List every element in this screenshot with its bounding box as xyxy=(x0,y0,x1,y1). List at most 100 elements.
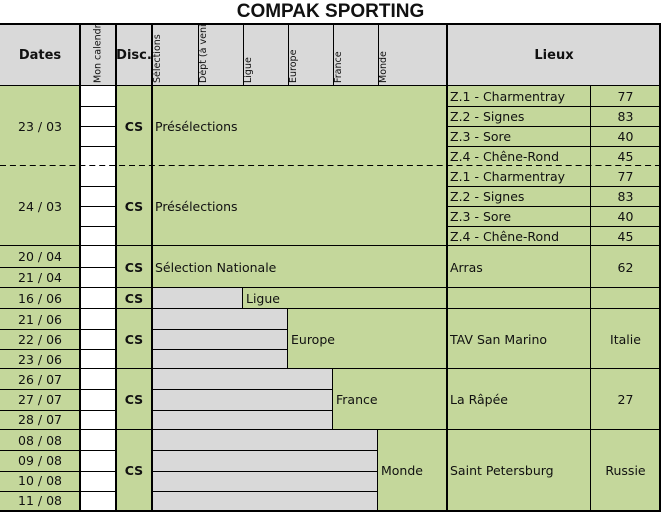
venue-name: Z.3 - Sore xyxy=(447,206,590,226)
venue-code: 83 xyxy=(590,186,661,206)
venue-name: Z.2 - Signes xyxy=(447,186,590,206)
grid-line xyxy=(0,329,80,330)
grid-line xyxy=(115,86,117,166)
grid-line xyxy=(79,369,81,430)
venue-code: 77 xyxy=(590,86,661,106)
grid-line xyxy=(378,24,379,86)
venue-code: 27 xyxy=(590,369,661,430)
venue-code: 45 xyxy=(590,226,661,246)
venue-name: TAV San Marino xyxy=(447,309,590,369)
grid-line xyxy=(79,309,81,369)
calendar-cell[interactable] xyxy=(80,430,116,451)
grid-line xyxy=(447,106,660,107)
grid-line xyxy=(659,309,661,369)
grid-line xyxy=(80,106,116,107)
level-filler xyxy=(152,470,378,491)
date-cell: 21 / 04 xyxy=(0,267,80,288)
venue-name: Z.3 - Sore xyxy=(447,126,590,146)
calendar-cell[interactable] xyxy=(80,349,116,369)
discipline-cell: CS xyxy=(116,288,152,309)
grid-line xyxy=(79,288,81,309)
date-cell: 10 / 08 xyxy=(0,470,80,491)
grid-line xyxy=(288,24,289,86)
grid-line xyxy=(80,490,116,492)
calendar-cell[interactable] xyxy=(80,490,116,511)
header-calendar: Mon calendrier xyxy=(80,24,116,86)
header-level-1: Dépt (à venir) xyxy=(198,24,243,86)
calendar-cell[interactable] xyxy=(80,329,116,349)
calendar-cell[interactable] xyxy=(80,146,116,166)
grid-line xyxy=(0,267,80,268)
grid-line xyxy=(446,288,448,309)
date-cell: 16 / 06 xyxy=(0,288,80,309)
date-cell: 08 / 08 xyxy=(0,430,80,451)
level-filler xyxy=(152,430,378,451)
grid-line xyxy=(659,288,661,309)
discipline-cell: CS xyxy=(116,309,152,369)
grid-line xyxy=(659,166,661,246)
grid-line xyxy=(151,309,153,369)
grid-line xyxy=(80,450,116,452)
grid-line xyxy=(659,246,661,288)
calendar-cell[interactable] xyxy=(80,186,116,206)
event-label: Sélection Nationale xyxy=(152,246,447,288)
calendar-cell[interactable] xyxy=(80,246,116,267)
level-filler xyxy=(152,349,288,369)
grid-line xyxy=(590,166,591,246)
grid-line xyxy=(446,24,448,86)
discipline-cell: CS xyxy=(116,430,152,511)
level-filler xyxy=(152,288,243,309)
grid-line xyxy=(115,430,117,511)
grid-line xyxy=(115,309,117,369)
calendar-cell[interactable] xyxy=(80,86,116,106)
grid-line xyxy=(0,23,661,25)
grid-line xyxy=(590,246,591,288)
calendar-cell[interactable] xyxy=(80,369,116,390)
grid-line xyxy=(152,349,288,350)
grid-line xyxy=(0,409,80,411)
discipline-cell: CS xyxy=(116,246,152,288)
venue-code: 40 xyxy=(590,126,661,146)
grid-line xyxy=(0,389,80,391)
calendar-cell[interactable] xyxy=(80,206,116,226)
date-cell: 20 / 04 xyxy=(0,246,80,267)
header-dates: Dates xyxy=(0,24,80,86)
grid-line xyxy=(333,24,334,86)
calendar-cell[interactable] xyxy=(80,309,116,329)
header-level-4: France xyxy=(333,24,378,86)
grid-line xyxy=(79,246,81,288)
date-cell: 23 / 06 xyxy=(0,349,80,369)
discipline-cell: CS xyxy=(116,369,152,430)
calendar-cell[interactable] xyxy=(80,267,116,288)
grid-line xyxy=(115,166,117,246)
grid-line xyxy=(80,126,116,127)
venue-code: 83 xyxy=(590,106,661,126)
calendar-cell[interactable] xyxy=(80,126,116,146)
calendar-cell[interactable] xyxy=(80,409,116,430)
calendar-cell[interactable] xyxy=(80,226,116,246)
grid-line xyxy=(447,206,660,207)
grid-line xyxy=(80,349,116,350)
grid-line xyxy=(446,369,448,430)
calendar-cell[interactable] xyxy=(80,288,116,309)
calendar-cell[interactable] xyxy=(80,389,116,410)
grid-line xyxy=(152,409,333,411)
venue-code: Italie xyxy=(590,309,661,369)
grid-line xyxy=(447,226,660,227)
venue-name: Arras xyxy=(447,246,590,288)
grid-line xyxy=(80,186,116,187)
calendar-cell[interactable] xyxy=(80,106,116,126)
grid-line xyxy=(151,246,153,288)
date-cell: 11 / 08 xyxy=(0,490,80,511)
grid-line xyxy=(151,369,153,430)
calendar-cell[interactable] xyxy=(80,470,116,491)
grid-line xyxy=(115,288,117,309)
grid-line xyxy=(446,246,448,288)
grid-line xyxy=(79,166,81,246)
grid-line xyxy=(152,450,378,452)
venue-name: Z.4 - Chêne-Rond xyxy=(447,226,590,246)
header-disc: Disc. xyxy=(116,24,152,86)
calendar-cell[interactable] xyxy=(80,450,116,471)
calendar-cell[interactable] xyxy=(80,166,116,186)
level-filler xyxy=(152,309,288,329)
